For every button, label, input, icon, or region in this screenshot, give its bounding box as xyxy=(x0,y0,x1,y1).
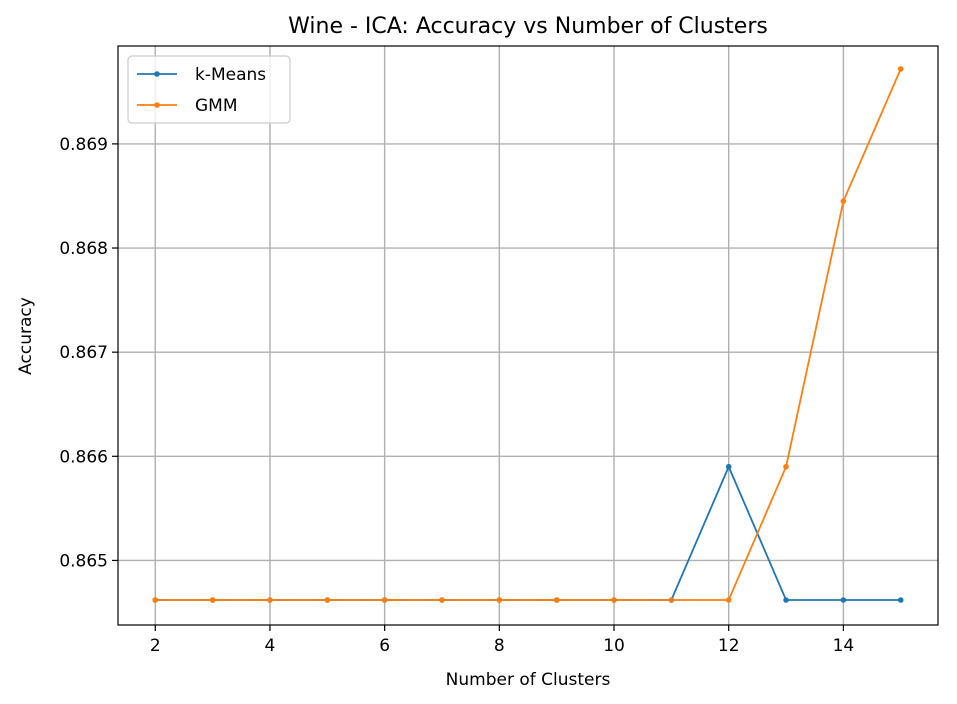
data-point xyxy=(267,597,273,603)
series-layer xyxy=(152,66,904,603)
data-point xyxy=(496,597,503,603)
data-point xyxy=(381,597,388,603)
legend-item: GMM xyxy=(137,96,238,116)
data-point xyxy=(209,597,216,603)
x-tick-label: 4 xyxy=(265,636,276,656)
data-point xyxy=(840,198,847,204)
legend-item: k-Means xyxy=(137,65,266,85)
y-tick-label: 0.865 xyxy=(59,551,108,571)
series-k-means xyxy=(152,463,904,603)
data-point xyxy=(439,597,445,603)
grid xyxy=(118,46,938,625)
data-point xyxy=(324,597,331,603)
legend-label: k-Means xyxy=(195,65,266,85)
x-tick-label: 10 xyxy=(603,636,625,656)
data-point xyxy=(783,463,789,470)
chart-title: Wine - ICA: Accuracy vs Number of Cluste… xyxy=(288,14,768,39)
x-tick-label: 6 xyxy=(379,636,390,656)
series-line xyxy=(155,464,901,601)
x-tick-label: 2 xyxy=(150,636,161,656)
y-tick-label: 0.867 xyxy=(59,343,108,363)
x-tick-label: 8 xyxy=(494,636,505,656)
data-point xyxy=(611,597,617,603)
data-point xyxy=(897,66,904,72)
x-tick-label: 12 xyxy=(718,636,740,656)
legend-swatch-marker xyxy=(154,71,160,77)
data-point xyxy=(783,597,789,603)
legend: k-Means GMM xyxy=(127,55,291,124)
series-gmm xyxy=(152,66,904,603)
data-point xyxy=(897,597,904,603)
y-tick-label: 0.866 xyxy=(59,447,108,467)
legend-swatch-marker xyxy=(154,102,160,108)
data-point xyxy=(152,597,159,603)
x-tick-label: 14 xyxy=(833,636,855,656)
x-axis-label: Number of Clusters xyxy=(446,670,611,690)
legend-box xyxy=(127,55,291,124)
data-point xyxy=(553,597,560,603)
data-point xyxy=(668,597,675,603)
y-tick-label: 0.868 xyxy=(59,239,108,259)
legend-label: GMM xyxy=(195,96,238,116)
plot-frame xyxy=(117,45,939,626)
data-point xyxy=(840,597,847,603)
data-point xyxy=(725,463,732,470)
series-line xyxy=(155,68,902,601)
axis-ticks: 2 4 6 8 10 12 14 0.865 0.866 0.867 0.868 0.869 xyxy=(59,135,854,656)
y-axis-label: Accuracy xyxy=(16,297,36,375)
y-tick-label: 0.869 xyxy=(59,135,108,155)
data-point xyxy=(725,597,732,603)
